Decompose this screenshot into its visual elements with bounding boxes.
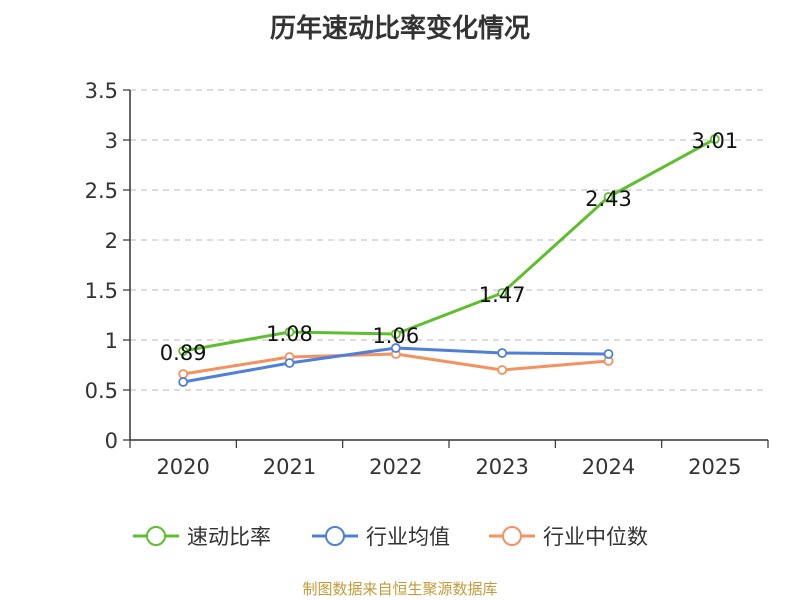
- x-tick-label: 2025: [688, 455, 741, 479]
- data-point-0: [497, 288, 508, 298]
- y-tick-label: 3: [105, 129, 118, 153]
- legend-item-industry-mean[interactable]: 行业均值: [312, 520, 450, 552]
- data-point-2: [178, 369, 189, 379]
- legend: 速动比率 行业均值 行业中位数: [0, 520, 800, 552]
- y-tick-label: 3.5: [85, 79, 118, 103]
- legend-label: 行业均值: [366, 525, 450, 549]
- y-tick-label: 1.5: [85, 279, 118, 303]
- y-tick-label: 0: [105, 429, 118, 453]
- legend-marker-industry-mean: [312, 526, 358, 546]
- data-point-0: [603, 192, 614, 202]
- data-label: 1.06: [372, 324, 419, 348]
- data-label: 1.47: [479, 283, 526, 307]
- data-label: 1.08: [266, 322, 313, 346]
- data-label: 0.89: [160, 341, 207, 365]
- chart-title: 历年速动比率变化情况: [269, 14, 530, 44]
- legend-item-quick-ratio[interactable]: 速动比率: [133, 520, 271, 552]
- x-tick-label: 2022: [369, 455, 422, 479]
- data-point-0: [284, 327, 295, 337]
- series-line-0: [182, 137, 716, 353]
- data-point-1: [497, 348, 508, 358]
- data-point-0: [178, 346, 189, 356]
- y-tick-label: 2.5: [85, 179, 118, 203]
- data-label: 2.43: [585, 187, 632, 211]
- y-tick-label: 2: [105, 229, 118, 253]
- source-note: 制图数据来自恒生聚源数据库: [302, 580, 498, 598]
- legend-marker-quick-ratio: [133, 526, 179, 546]
- legend-label: 行业中位数: [543, 525, 648, 549]
- data-point-2: [497, 365, 508, 375]
- legend-item-industry-median[interactable]: 行业中位数: [489, 520, 648, 552]
- x-tick-label: 2021: [263, 455, 316, 479]
- legend-label: 速动比率: [187, 525, 271, 549]
- data-point-1: [178, 377, 189, 387]
- x-tick-label: 2020: [156, 455, 209, 479]
- data-point-0: [709, 134, 720, 144]
- y-tick-label: 1: [105, 329, 118, 353]
- x-tick-label: 2024: [582, 455, 635, 479]
- x-tick-label: 2023: [475, 455, 528, 479]
- data-point-0: [390, 329, 401, 339]
- data-label: 3.01: [691, 129, 738, 153]
- y-tick-label: 0.5: [85, 379, 118, 403]
- data-point-1: [603, 349, 614, 359]
- legend-marker-industry-median: [489, 526, 535, 546]
- data-point-1: [390, 343, 401, 353]
- data-point-1: [284, 358, 295, 368]
